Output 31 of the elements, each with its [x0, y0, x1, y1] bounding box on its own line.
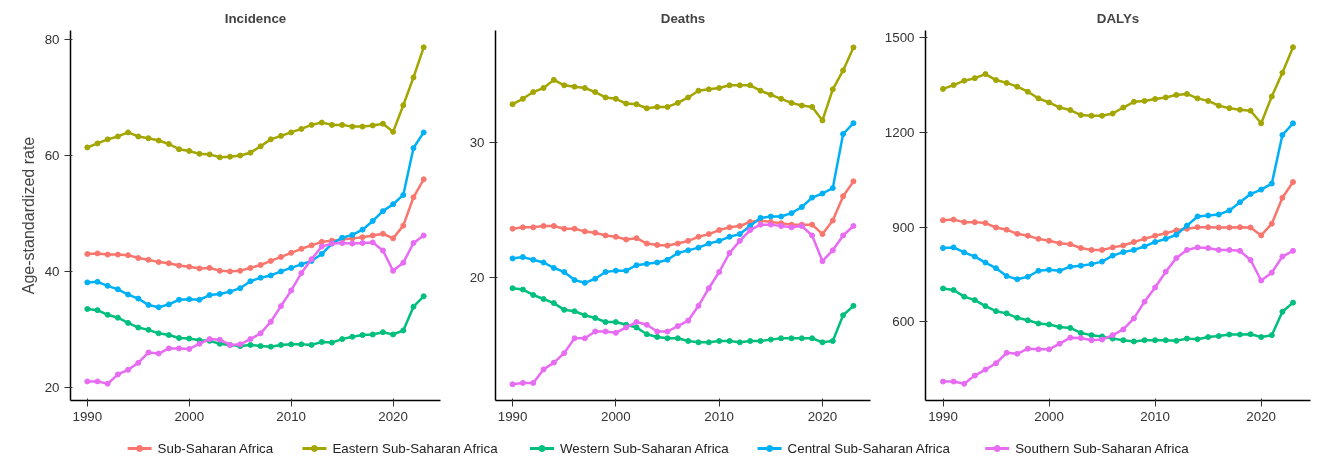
x-tick-label: 2020 — [378, 408, 408, 424]
x-tick-label: 1990 — [72, 408, 103, 424]
x-tick-label: 2010 — [1140, 408, 1170, 424]
y-tick-label: 1200 — [884, 124, 915, 140]
legend-label: Eastern Sub-Saharan Africa — [332, 441, 499, 456]
y-axis-title: Age-standardized rate — [19, 136, 37, 295]
x-tick-label: 2020 — [807, 408, 838, 424]
x-tick-label: 2020 — [1246, 408, 1277, 424]
chart-title: DALYs — [1096, 10, 1140, 26]
y-tick-label: 1500 — [884, 30, 915, 46]
legend-label: Western Sub-Saharan Africa — [560, 441, 730, 456]
legend-label: Central Sub-Saharan Africa — [787, 441, 951, 456]
x-tick-label: 2000 — [174, 408, 205, 424]
x-tick-label: 2000 — [601, 408, 631, 424]
chart-title: Incidence — [224, 10, 287, 26]
x-tick-label: 1990 — [497, 408, 528, 424]
y-tick-label: 40 — [44, 263, 60, 279]
legend-label: Southern Sub-Saharan Africa — [1015, 441, 1190, 456]
x-tick-label: 2010 — [704, 408, 734, 424]
y-tick-label: 20 — [44, 379, 60, 395]
x-tick-label: 1990 — [928, 408, 958, 424]
y-tick-label: 60 — [44, 148, 60, 164]
y-tick-label: 900 — [892, 219, 915, 235]
y-tick-label: 30 — [469, 134, 485, 150]
x-tick-label: 2010 — [276, 408, 307, 424]
chart-title: Deaths — [660, 10, 706, 26]
y-tick-label: 600 — [892, 314, 915, 330]
x-tick-label: 2000 — [1034, 408, 1064, 424]
y-tick-label: 80 — [44, 32, 60, 48]
y-tick-label: 20 — [469, 269, 485, 285]
legend-label: Sub-Saharan Africa — [157, 441, 274, 456]
